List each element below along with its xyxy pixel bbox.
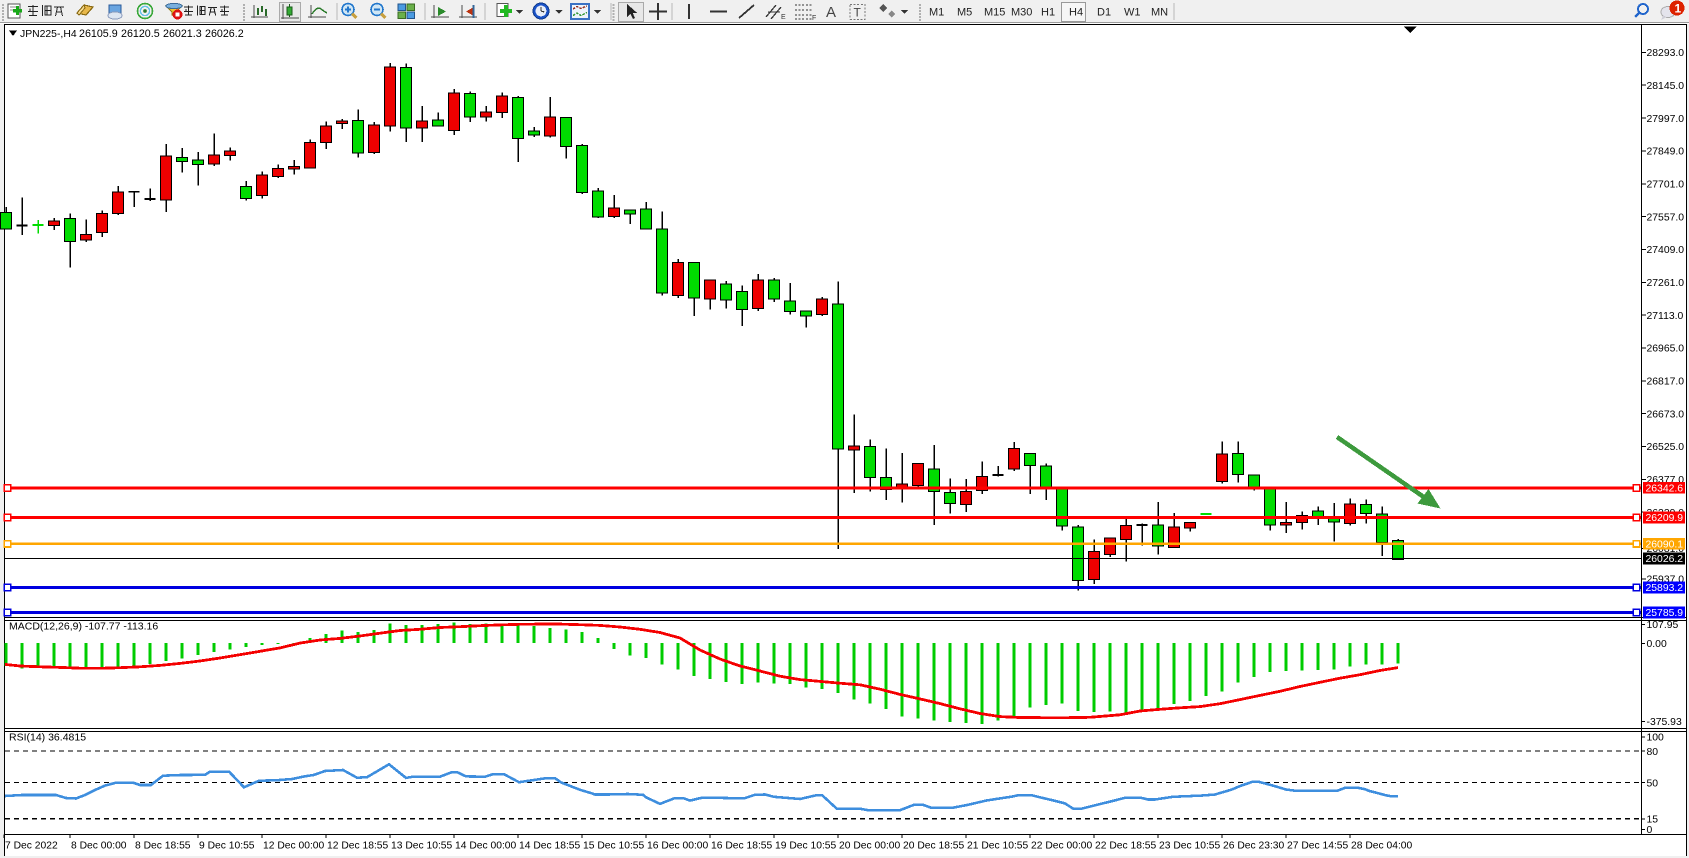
svg-text:26105.9: 26105.9 (79, 28, 118, 40)
svg-text:25937.0: 25937.0 (1647, 575, 1685, 586)
svg-text:1: 1 (1675, 2, 1682, 16)
svg-text:26026.2: 26026.2 (1646, 554, 1684, 565)
svg-text:27 Dec 14:55: 27 Dec 14:55 (1287, 841, 1349, 852)
svg-text:D1: D1 (1097, 7, 1111, 19)
svg-text:H4: H4 (1069, 7, 1083, 19)
svg-text:23 Dec 10:55: 23 Dec 10:55 (1159, 841, 1221, 852)
svg-text:50: 50 (1647, 778, 1659, 789)
svg-text:F: F (812, 15, 816, 22)
svg-text:26120.5: 26120.5 (121, 28, 160, 40)
svg-text:M30: M30 (1011, 7, 1032, 19)
svg-text:26081.0: 26081.0 (1647, 544, 1685, 555)
svg-text:15: 15 (1647, 815, 1659, 826)
svg-text:14 Dec 00:00: 14 Dec 00:00 (455, 841, 517, 852)
svg-text:A: A (826, 4, 836, 21)
svg-text:27261.0: 27261.0 (1647, 278, 1685, 289)
svg-text:22 Dec 00:00: 22 Dec 00:00 (1031, 841, 1093, 852)
svg-text:27701.0: 27701.0 (1647, 180, 1685, 191)
svg-text:W1: W1 (1124, 7, 1141, 19)
svg-text:JPN225-,H4: JPN225-,H4 (20, 29, 77, 40)
svg-text:26342.6: 26342.6 (1646, 484, 1684, 495)
svg-text:RSI(14) 36.4815: RSI(14) 36.4815 (9, 732, 86, 744)
svg-text:22 Dec 18:55: 22 Dec 18:55 (1095, 841, 1157, 852)
svg-text:80: 80 (1647, 747, 1659, 758)
svg-text:26 Dec 23:30: 26 Dec 23:30 (1223, 841, 1285, 852)
svg-text:26021.3: 26021.3 (163, 28, 202, 40)
svg-text:12 Dec 18:55: 12 Dec 18:55 (327, 841, 389, 852)
svg-text:26817.0: 26817.0 (1647, 377, 1685, 388)
svg-text:8 Dec 18:55: 8 Dec 18:55 (135, 841, 191, 852)
svg-text:27849.0: 27849.0 (1647, 147, 1685, 158)
svg-text:-375.93: -375.93 (1647, 717, 1682, 728)
svg-text:28145.0: 28145.0 (1647, 81, 1685, 92)
svg-text:20 Dec 00:00: 20 Dec 00:00 (839, 841, 901, 852)
svg-text:9 Dec 10:55: 9 Dec 10:55 (199, 841, 255, 852)
svg-text:26525.0: 26525.0 (1647, 442, 1685, 453)
svg-text:26965.0: 26965.0 (1647, 344, 1685, 355)
svg-text:25893.2: 25893.2 (1646, 583, 1684, 594)
svg-text:28293.0: 28293.0 (1647, 48, 1685, 59)
svg-text:20 Dec 18:55: 20 Dec 18:55 (903, 841, 965, 852)
svg-text:16 Dec 18:55: 16 Dec 18:55 (711, 841, 773, 852)
svg-text:26026.2: 26026.2 (205, 28, 244, 40)
svg-text:100: 100 (1647, 733, 1665, 744)
svg-text:26673.0: 26673.0 (1647, 409, 1685, 420)
svg-text:H1: H1 (1041, 7, 1055, 19)
svg-text:15 Dec 10:55: 15 Dec 10:55 (583, 841, 645, 852)
svg-text:M5: M5 (957, 7, 972, 19)
svg-text:27557.0: 27557.0 (1647, 212, 1685, 223)
svg-text:T: T (854, 6, 862, 20)
svg-text:7 Dec 2022: 7 Dec 2022 (5, 841, 58, 852)
svg-text:107.95: 107.95 (1647, 620, 1679, 631)
svg-text:27113.0: 27113.0 (1647, 311, 1684, 322)
svg-text:28 Dec 04:00: 28 Dec 04:00 (1351, 841, 1413, 852)
svg-text:26377.0: 26377.0 (1647, 475, 1685, 486)
svg-text:12 Dec 00:00: 12 Dec 00:00 (263, 841, 325, 852)
svg-text:0: 0 (1647, 825, 1653, 836)
svg-text:21 Dec 10:55: 21 Dec 10:55 (967, 841, 1029, 852)
svg-text:27409.0: 27409.0 (1647, 245, 1685, 256)
svg-text:25785.9: 25785.9 (1646, 608, 1684, 619)
svg-text:13 Dec 10:55: 13 Dec 10:55 (391, 841, 453, 852)
svg-text:16 Dec 00:00: 16 Dec 00:00 (647, 841, 709, 852)
svg-text:M1: M1 (929, 7, 944, 19)
svg-text:14 Dec 18:55: 14 Dec 18:55 (519, 841, 581, 852)
svg-text:26209.9: 26209.9 (1646, 513, 1684, 524)
svg-text:MN: MN (1151, 7, 1168, 19)
svg-text:M15: M15 (984, 7, 1005, 19)
svg-text:8 Dec 00:00: 8 Dec 00:00 (71, 841, 127, 852)
svg-text:MACD(12,26,9) -107.77 -113.16: MACD(12,26,9) -107.77 -113.16 (9, 621, 158, 633)
svg-text:27997.0: 27997.0 (1647, 114, 1685, 125)
svg-text:E: E (781, 14, 786, 21)
svg-text:26090.1: 26090.1 (1646, 540, 1684, 551)
svg-text:0.00: 0.00 (1647, 639, 1667, 650)
svg-text:19 Dec 10:55: 19 Dec 10:55 (775, 841, 837, 852)
